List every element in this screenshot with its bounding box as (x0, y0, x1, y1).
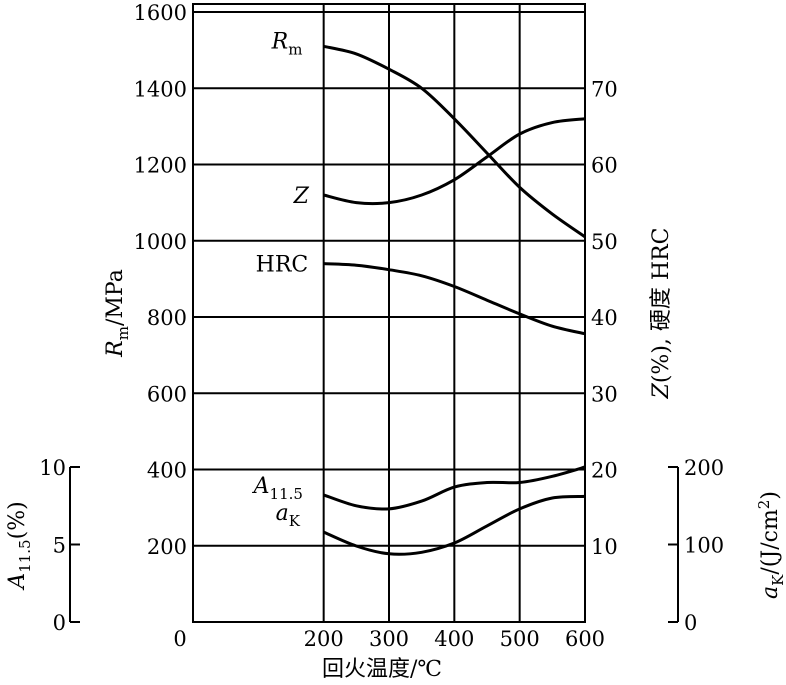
x-tick-label: 500 (500, 627, 540, 651)
left-main-tick-label: 1200 (134, 154, 187, 178)
series-label-z: Z (293, 184, 310, 209)
series-line-hrc (323, 262, 586, 336)
left-main-tick-label: 1000 (134, 230, 187, 254)
left-main-tick-label: 1400 (134, 77, 187, 101)
right-main-tick-label: 30 (591, 382, 618, 406)
left-main-tick-label: 800 (147, 306, 187, 330)
x-tick-label: 200 (304, 627, 344, 651)
x-tick-label: 400 (434, 627, 474, 651)
right-main-tick-label: 60 (591, 154, 618, 178)
right-main-tick-label: 10 (591, 535, 618, 559)
series-line-rm (323, 44, 586, 239)
right-sub-tick-label: 0 (684, 611, 697, 635)
right-sub-tick-label: 200 (684, 456, 724, 480)
right-sub-axis-title: aK/(J/cm2) (755, 491, 786, 599)
x-tick-label: 0 (173, 627, 186, 651)
left-main-tick-label: 600 (147, 382, 187, 406)
x-tick-label: 600 (565, 627, 605, 651)
series-curves (323, 44, 586, 556)
x-axis-title: 回火温度/℃ (322, 657, 442, 682)
left-main-tick-label: 200 (147, 535, 187, 559)
series-line-a115 (323, 465, 586, 511)
x-tick-label: 300 (369, 627, 409, 651)
series-label-a115: A11.5 (252, 474, 303, 503)
right-sub-tick-label: 100 (684, 534, 724, 558)
series-labels: Rm Z HRC A11.5aK (252, 29, 310, 530)
series-line-z (323, 117, 586, 206)
left-main-axis-title: Rm/MPa (103, 269, 132, 358)
grid-lines (193, 4, 586, 622)
right-main-tick-label: 70 (591, 77, 618, 101)
series-label-hrc: HRC (256, 253, 309, 278)
left-sub-tick-label: 10 (39, 456, 66, 480)
left-sub-tick-label: 0 (53, 611, 66, 635)
right-main-tick-label: 50 (591, 230, 618, 254)
axis-ticks: 0 200 300 400 500 600200400600800100012001400… (39, 1, 724, 651)
left-main-tick-label: 1600 (134, 1, 187, 25)
right-main-tick-label: 40 (591, 306, 618, 330)
left-sub-axis-title: A11.5(%) (5, 501, 34, 590)
left-main-tick-label: 400 (147, 459, 187, 483)
series-label-ak: aK (276, 501, 301, 530)
left-sub-tick-label: 5 (53, 534, 66, 558)
series-label-rm: Rm (271, 29, 303, 58)
right-main-axis-title: Z(%), 硬度 HRC (649, 228, 674, 400)
series-line-ak (323, 494, 586, 556)
right-main-tick-label: 20 (591, 459, 618, 483)
